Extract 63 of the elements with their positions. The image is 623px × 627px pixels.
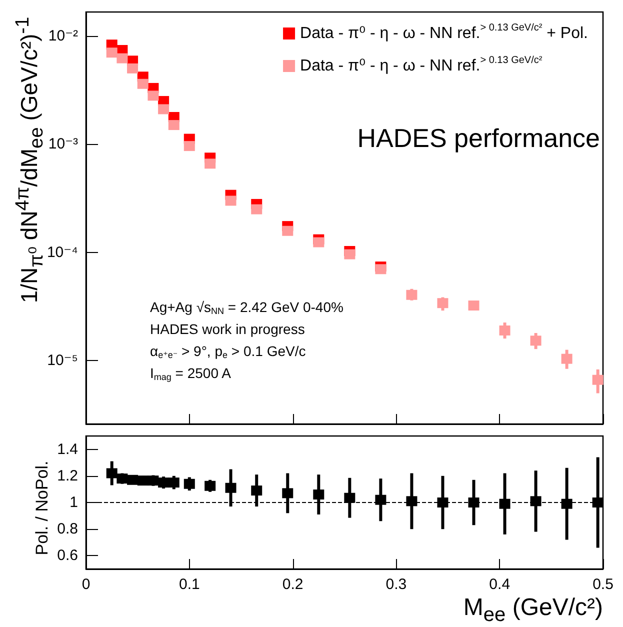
y-tick-label: 10⁻³: [48, 136, 78, 153]
y-tick-label: 10⁻²: [48, 27, 78, 44]
point: [204, 158, 216, 169]
point: [375, 494, 386, 505]
y-tick-label: 10⁻⁴: [46, 244, 78, 261]
point: [168, 478, 180, 488]
point: [437, 298, 448, 308]
point: [127, 474, 138, 485]
x-tick-label: 0: [82, 576, 90, 593]
x-axis-title: M$_{ee}$ (GeV/c²): [463, 594, 603, 626]
point: [282, 488, 294, 498]
y-tick-label: 0.6: [57, 547, 78, 564]
point: [158, 478, 170, 488]
point: [406, 496, 418, 506]
y-tick-label: 0.8: [57, 520, 78, 538]
point: [530, 336, 542, 346]
point: [225, 196, 236, 206]
y-tick-label: 1.4: [57, 440, 78, 458]
y-tick-label: 1: [70, 494, 78, 511]
point: [137, 78, 148, 89]
point: [158, 104, 170, 114]
y-tick-label: 10⁻⁵: [47, 352, 78, 370]
point: [592, 374, 604, 385]
point: [116, 53, 128, 64]
point: [225, 482, 236, 493]
point: [561, 354, 572, 364]
point: [437, 498, 448, 508]
annotation: HADES performance: [357, 123, 600, 153]
x-tick-label: 0.5: [592, 576, 614, 593]
annotation: HADES work in progress: [150, 321, 305, 337]
y-axis-title: Pol. / NoPol.: [32, 460, 52, 556]
x-tick-label: 0.2: [282, 576, 304, 593]
point: [468, 498, 480, 508]
point: [313, 237, 324, 248]
point: [148, 476, 159, 486]
point: [375, 264, 386, 274]
x-tick-label: 0.3: [386, 576, 407, 593]
point: [251, 486, 262, 496]
point: [468, 300, 480, 311]
y-tick-label: 1.2: [57, 467, 78, 484]
point: [499, 498, 510, 509]
point: [313, 490, 324, 500]
point: [499, 325, 510, 336]
point: [168, 120, 180, 130]
point: [344, 492, 356, 503]
point: [204, 480, 216, 491]
point: [127, 63, 138, 74]
point: [106, 468, 118, 478]
point: [116, 474, 128, 484]
point: [148, 90, 159, 101]
x-tick-label: 0.4: [489, 576, 510, 593]
point: [406, 290, 418, 300]
point: [106, 48, 118, 58]
point: [251, 204, 262, 214]
point: [184, 141, 195, 152]
point: [184, 478, 195, 489]
point: [344, 249, 356, 260]
point: [282, 226, 294, 236]
x-tick-label: 0.1: [178, 576, 200, 593]
point: [530, 496, 542, 506]
point: [561, 498, 572, 509]
point: [592, 498, 604, 508]
point: [137, 476, 148, 486]
